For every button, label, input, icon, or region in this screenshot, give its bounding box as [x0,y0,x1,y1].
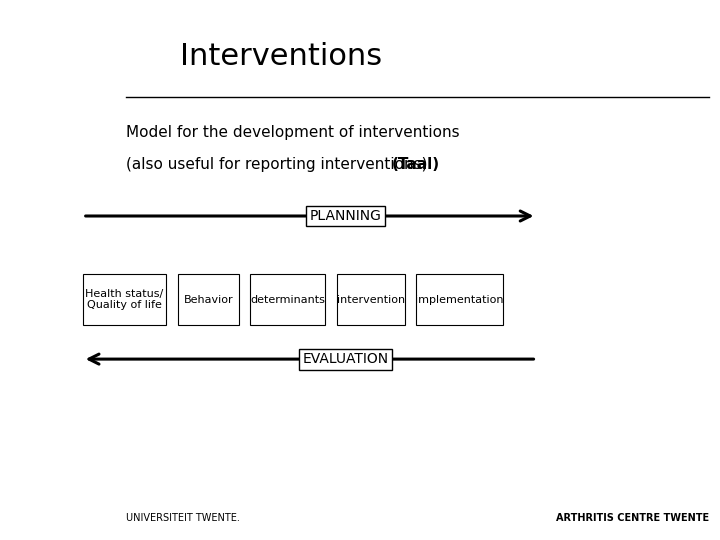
Text: intervention: intervention [337,295,405,305]
Text: Behavior: Behavior [184,295,233,305]
FancyBboxPatch shape [416,274,503,325]
Text: implementation: implementation [415,295,503,305]
FancyBboxPatch shape [178,274,239,325]
Text: ARTHRITIS CENTRE TWENTE: ARTHRITIS CENTRE TWENTE [556,514,709,523]
FancyBboxPatch shape [337,274,405,325]
Text: Interventions: Interventions [180,42,382,71]
FancyBboxPatch shape [250,274,325,325]
Text: Model for the development of interventions: Model for the development of interventio… [126,125,459,140]
Text: Health status/
Quality of life: Health status/ Quality of life [85,289,163,310]
Text: determinants: determinants [251,295,325,305]
FancyBboxPatch shape [83,274,166,325]
Text: EVALUATION: EVALUATION [302,352,389,366]
Text: UNIVERSITEIT TWENTE.: UNIVERSITEIT TWENTE. [126,514,240,523]
Text: PLANNING: PLANNING [310,209,382,223]
Text: (Taal): (Taal) [392,157,440,172]
Text: (also useful for reporting interventions): (also useful for reporting interventions… [126,157,433,172]
